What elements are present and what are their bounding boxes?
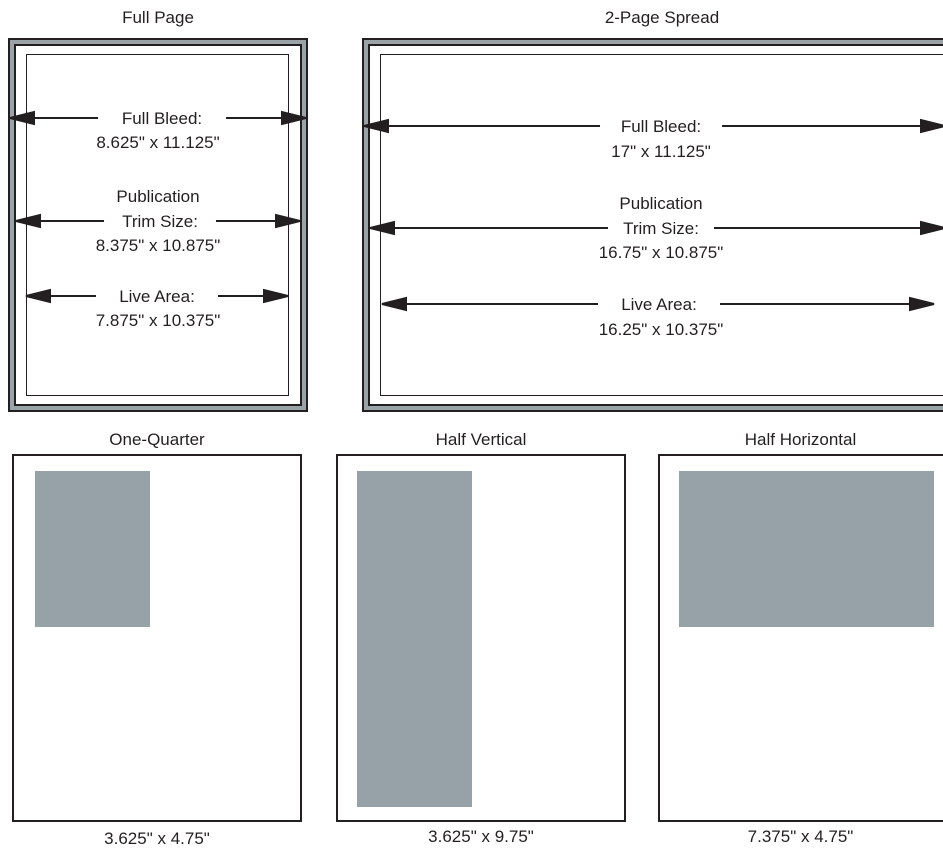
half-horizontal-title: Half Horizontal	[744, 430, 857, 449]
half-horizontal-ad-area	[679, 471, 934, 627]
half-horizontal-size: 7.375" x 4.75"	[747, 827, 854, 846]
full-page-bleed-value: 8.625" x 11.125"	[96, 133, 220, 152]
spread-trim-label-1: Publication	[619, 194, 703, 213]
full-page-live-area	[26, 54, 289, 396]
spread-live-value: 16.25" x 10.375"	[598, 320, 724, 339]
full-page-trim-label-2: Trim Size:	[122, 212, 198, 231]
spread-live-area	[380, 54, 943, 396]
full-page-bleed-label: Full Bleed:	[121, 109, 203, 128]
one-quarter-title: One-Quarter	[109, 430, 205, 449]
full-page-trim-label-1: Publication	[116, 187, 200, 206]
spread-bleed-label: Full Bleed:	[620, 117, 702, 136]
one-quarter-size: 3.625" x 4.75"	[104, 829, 210, 848]
spread-title: 2-Page Spread	[604, 8, 720, 27]
one-quarter-ad-area	[35, 471, 150, 627]
spread-trim-label-2: Trim Size:	[623, 219, 699, 238]
spread-bleed-value: 17" x 11.125"	[611, 142, 711, 161]
half-vertical-title: Half Vertical	[435, 430, 527, 449]
spread-live-label: Live Area:	[621, 295, 697, 314]
full-page-live-label: Live Area:	[119, 287, 195, 306]
full-page-title: Full Page	[122, 8, 194, 27]
half-vertical-ad-area	[357, 471, 472, 807]
spread-trim-value: 16.75" x 10.875"	[598, 243, 724, 262]
full-page-live-value: 7.875" x 10.375"	[95, 311, 221, 330]
full-page-trim-value: 8.375" x 10.875"	[95, 236, 221, 255]
half-vertical-size: 3.625" x 9.75"	[428, 827, 534, 846]
